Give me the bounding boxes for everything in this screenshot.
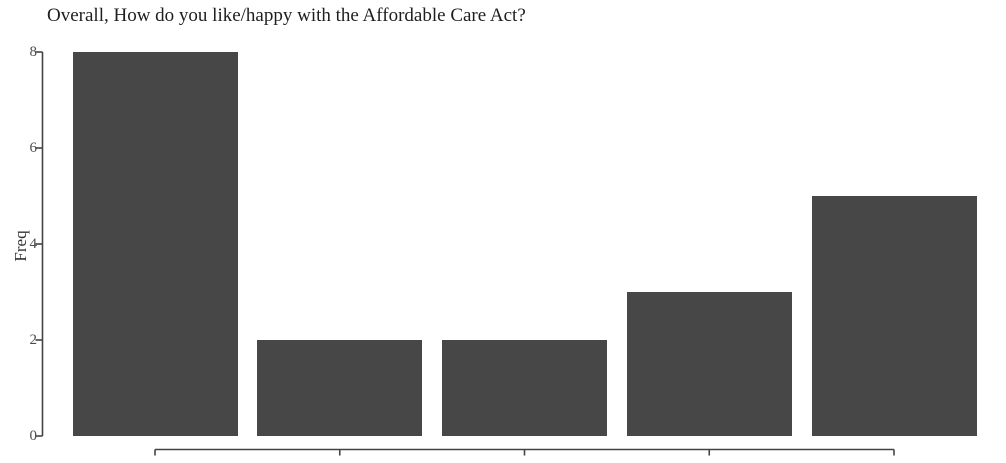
y-tick-label: 2 (29, 331, 38, 348)
y-tick-label: 0 (29, 427, 38, 444)
chart-title: Overall, How do you like/happy with the … (47, 5, 526, 26)
y-tick-label: 4 (29, 235, 38, 252)
bar (257, 340, 423, 436)
y-tick-label: 8 (29, 43, 38, 60)
bar (811, 196, 977, 436)
bar (626, 292, 792, 436)
y-tick-label: 6 (29, 139, 38, 156)
bar (442, 340, 607, 436)
bar (72, 52, 238, 436)
